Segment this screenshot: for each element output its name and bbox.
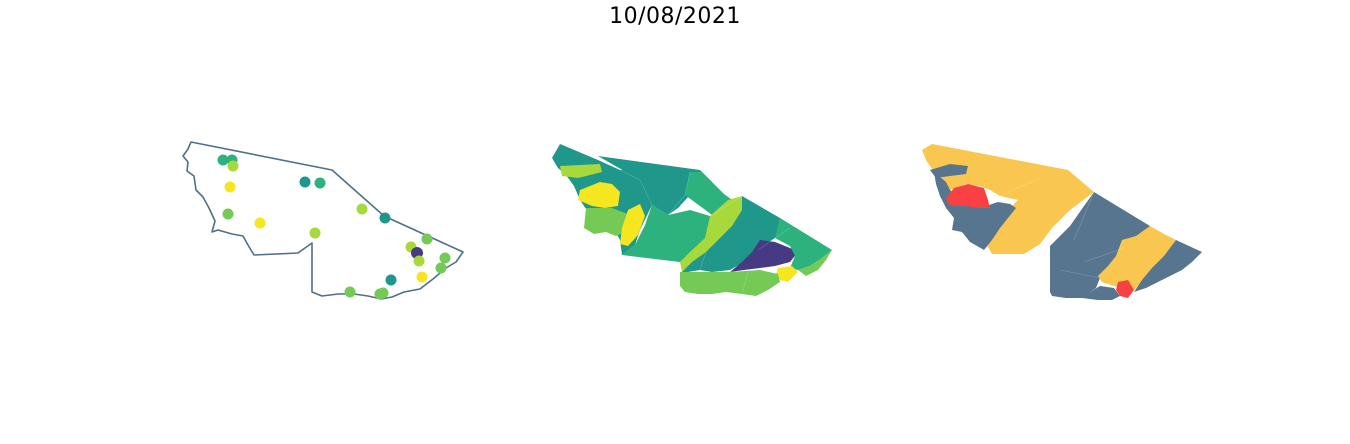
- categorical-borders: [999, 177, 1125, 279]
- station-point: [222, 208, 234, 220]
- region-northwest-slate-patch: [930, 164, 968, 178]
- region-east-dark: [730, 240, 798, 272]
- viridis-regions: [552, 144, 832, 296]
- region-north-teal: [598, 156, 712, 215]
- region-south-lightgreen: [680, 270, 780, 296]
- region-southeast-red: [1116, 280, 1134, 298]
- region-west-yellow: [578, 182, 620, 208]
- categorical-regions: [922, 144, 1202, 300]
- station-point: [379, 212, 391, 224]
- points-layer: [217, 154, 451, 300]
- station-point: [385, 274, 397, 286]
- station-point: [421, 233, 433, 245]
- region-southeast-lightgreen: [798, 250, 832, 276]
- station-point: [413, 255, 425, 267]
- region-east-gold: [1098, 226, 1176, 290]
- region-center-lime: [680, 196, 745, 272]
- region-west-lime-strip: [560, 164, 602, 178]
- station-point: [435, 262, 447, 274]
- region-center-green: [622, 205, 718, 262]
- station-point: [344, 286, 356, 298]
- region-center-slate: [1050, 192, 1150, 292]
- station-point: [356, 203, 368, 215]
- state-outline: [182, 141, 464, 300]
- station-point: [224, 181, 236, 193]
- station-point: [217, 154, 229, 166]
- viridis-borders: [619, 169, 791, 295]
- station-point: [377, 287, 389, 299]
- station-point: [309, 227, 321, 239]
- station-point: [439, 252, 451, 264]
- station-point: [299, 176, 311, 188]
- region-center-teal: [682, 196, 790, 272]
- station-point: [416, 271, 428, 283]
- station-point: [314, 177, 326, 189]
- region-west-lightgreen: [584, 208, 628, 236]
- region-west-yellow-strip: [620, 204, 645, 246]
- region-east-green: [775, 218, 832, 270]
- region-north-green: [685, 172, 735, 215]
- region-east-slate: [1134, 240, 1202, 292]
- figure-title: 10/08/2021: [609, 4, 741, 29]
- region-east-yellow: [776, 266, 798, 282]
- region-west-red: [946, 184, 990, 208]
- station-point: [254, 217, 266, 229]
- region-west-slate: [934, 172, 1016, 250]
- region-south-slate: [1050, 286, 1120, 300]
- station-point: [227, 160, 239, 172]
